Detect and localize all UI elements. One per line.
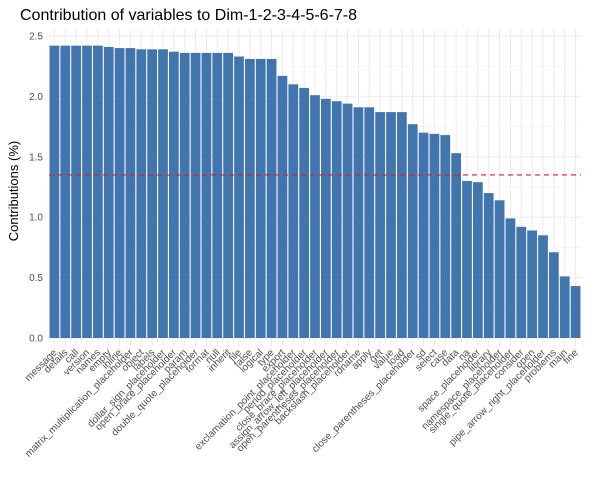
y-tick-label: 1.0 [29,213,43,224]
bar-inline [114,48,125,339]
bar-dollar_sign_placeholder [158,49,168,339]
bar-message [49,45,60,338]
bar-close_brace_placeholder [310,95,320,338]
bar-matrix_multiplication_placeholder [125,48,136,339]
bar-names [92,45,103,338]
bar-apply [364,107,375,338]
bar-empty [103,46,114,338]
bar-export [277,75,288,338]
bar-assign_arrow_left_placeholder [320,98,331,338]
bar-consider [516,226,527,338]
bar-labels [147,49,158,339]
bar-data [451,153,462,338]
bar-false [244,58,255,339]
bar-details [60,45,71,338]
bar-pipe_arrow_right_placeholder [538,235,548,338]
chart-title: Contribution of variables to Dim-1-2-3-4… [20,7,357,24]
bar-get [375,112,386,338]
bar-open_parentheses_placeholder [331,101,342,339]
bar-null [212,52,223,339]
bar-backslash_placeholder [342,103,353,338]
bar-fine [570,286,581,338]
y-tick-label: 0.0 [29,334,43,345]
y-tick-label: 0.5 [29,273,43,284]
bar-inherit [223,52,234,339]
bar-library [483,193,494,338]
bar-type [266,58,277,339]
bar-version [82,45,92,338]
bar-file [234,56,244,338]
bar-problems [548,252,559,338]
bar-period_placeholder [299,87,310,338]
y-axis-tick-labels: 0.0 0.5 1.0 1.5 2.0 2.5 [29,32,43,345]
y-tick-label: 2.0 [29,92,43,103]
bar-case [440,135,451,338]
bar-sd [418,132,429,338]
bar-single_quote_placeholder [505,218,516,338]
x-axis-tick-labels: messagedetailscallversionnamesemptyinlin… [23,347,581,460]
bar-na [462,180,472,338]
bar-select [429,133,440,338]
bars [49,45,581,339]
bar-format [201,52,212,339]
bar-open_brace_placeholder [168,51,179,338]
bar-value [386,112,396,338]
bar-double_quote_placeholder [190,52,201,339]
bar-object [136,49,147,339]
bar-logical [255,58,266,339]
bar-call [71,45,82,338]
bar-close_parentheses_placeholder [407,124,418,339]
bar-main [559,276,570,338]
bar-open [527,230,538,338]
bar-param [179,52,190,339]
bar-space_placeholder [472,182,483,338]
y-tick-label: 1.5 [29,152,43,163]
y-axis-label: Contributions (%) [6,141,21,241]
bar-namespace_placeholder [494,200,505,338]
bar-rdname [353,107,364,338]
bar-exclamation_point_placeholder [288,84,299,338]
bar-load [396,112,407,338]
y-tick-label: 2.5 [29,32,43,43]
